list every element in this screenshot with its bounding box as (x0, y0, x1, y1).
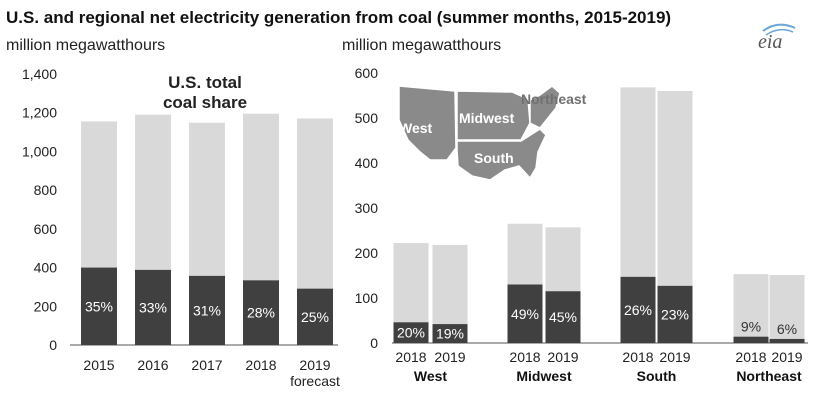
map-northeast (529, 85, 561, 129)
left-x-tick-label: 2015 (83, 357, 114, 373)
us-regions-map: West Midwest South Northeast (398, 85, 587, 181)
map-label-west: West (399, 120, 433, 136)
right-y-unit: million megawatthours (342, 37, 501, 54)
right-bar-label: 6% (777, 321, 797, 337)
map-label-midwest: Midwest (459, 110, 515, 126)
left-y-tick-label: 1,000 (22, 143, 57, 159)
right-bar-coal (432, 324, 468, 343)
right-bars: 20% 2018 19% 2019 West 49% 2018 45% 2019 Midwest 2… (393, 87, 805, 384)
right-x-tick-label: 2018 (509, 349, 540, 365)
right-bar-coal (545, 291, 581, 343)
left-x-tick-label: 2019 (299, 357, 330, 373)
left-bar-label: 35% (85, 298, 113, 314)
right-x-tick-label: 2019 (547, 349, 578, 365)
map-west (398, 85, 457, 161)
right-x-tick-label: 2019 (771, 349, 802, 365)
left-bar-coal (81, 267, 117, 345)
left-bar-label: 25% (301, 309, 329, 325)
right-group-label: Midwest (516, 368, 572, 384)
right-y-tick-label: 100 (355, 290, 379, 306)
right-bar-coal (393, 322, 429, 343)
left-bar-coal (243, 280, 279, 345)
right-bar-label: 23% (661, 306, 689, 322)
right-bar-coal (507, 284, 543, 343)
right-bar-coal (769, 338, 805, 343)
right-bar-label: 26% (624, 302, 652, 318)
right-bar-coal (620, 276, 656, 343)
right-x-tick-label: 2019 (659, 349, 690, 365)
right-group-label: Northeast (736, 368, 802, 384)
right-y-tick-label: 500 (355, 110, 379, 126)
left-x-tick-label: 2016 (137, 357, 168, 373)
right-x-tick-label: 2018 (395, 349, 426, 365)
right-y-tick-label: 600 (355, 65, 379, 81)
left-y-tick-label: 600 (34, 221, 58, 237)
right-bar-label: 9% (741, 319, 761, 335)
left-x-tick-label: 2017 (191, 357, 222, 373)
left-y-unit: million megawatthours (6, 37, 165, 54)
left-annotation-line1: U.S. total (168, 73, 242, 92)
left-bar-coal (297, 288, 333, 345)
right-bar-total (733, 274, 769, 343)
right-group-label: West (414, 368, 448, 384)
right-x-tick-label: 2018 (622, 349, 653, 365)
left-x-sublabel: forecast (290, 373, 340, 389)
left-y-tick-label: 0 (49, 337, 57, 353)
left-y-tick-label: 1,400 (22, 66, 57, 82)
right-bar-label: 49% (511, 306, 539, 322)
left-y-tick-label: 1,200 (22, 105, 57, 121)
right-bar-label: 19% (436, 326, 464, 342)
left-y-axis: 0 200 400 600 800 1,000 1,200 1,400 (22, 66, 338, 353)
right-bar-total (769, 275, 805, 343)
left-bar-coal (189, 275, 225, 345)
right-y-tick-label: 400 (355, 155, 379, 171)
eia-logo-mark (762, 23, 796, 36)
left-bar-label: 31% (193, 302, 221, 318)
left-bar-label: 28% (247, 305, 275, 321)
left-x-tick-label: 2018 (245, 357, 276, 373)
right-bar-label: 20% (397, 325, 425, 341)
right-bar-coal (733, 336, 769, 343)
left-y-tick-label: 200 (34, 298, 58, 314)
eia-logo: eia (758, 31, 782, 53)
chart-title: U.S. and regional net electricity genera… (6, 8, 671, 27)
left-annotation-line2: coal share (163, 93, 247, 112)
right-group-label: South (637, 368, 677, 384)
left-bars: 35% 2015 33% 2016 31% 2017 28% 2018 25% 2019forec… (81, 113, 340, 389)
left-y-tick-label: 800 (34, 182, 58, 198)
right-y-tick-label: 0 (370, 335, 378, 351)
right-bar-coal (657, 285, 693, 343)
right-y-tick-label: 300 (355, 200, 379, 216)
right-y-tick-label: 200 (355, 245, 379, 261)
left-bar-label: 33% (139, 299, 167, 315)
right-bar-label: 45% (549, 309, 577, 325)
left-y-tick-label: 400 (34, 260, 58, 276)
map-south (456, 128, 547, 181)
map-label-south: South (474, 150, 514, 166)
left-bar-coal (135, 269, 171, 345)
right-x-tick-label: 2019 (434, 349, 465, 365)
right-x-tick-label: 2018 (735, 349, 766, 365)
map-label-northeast: Northeast (521, 91, 587, 107)
